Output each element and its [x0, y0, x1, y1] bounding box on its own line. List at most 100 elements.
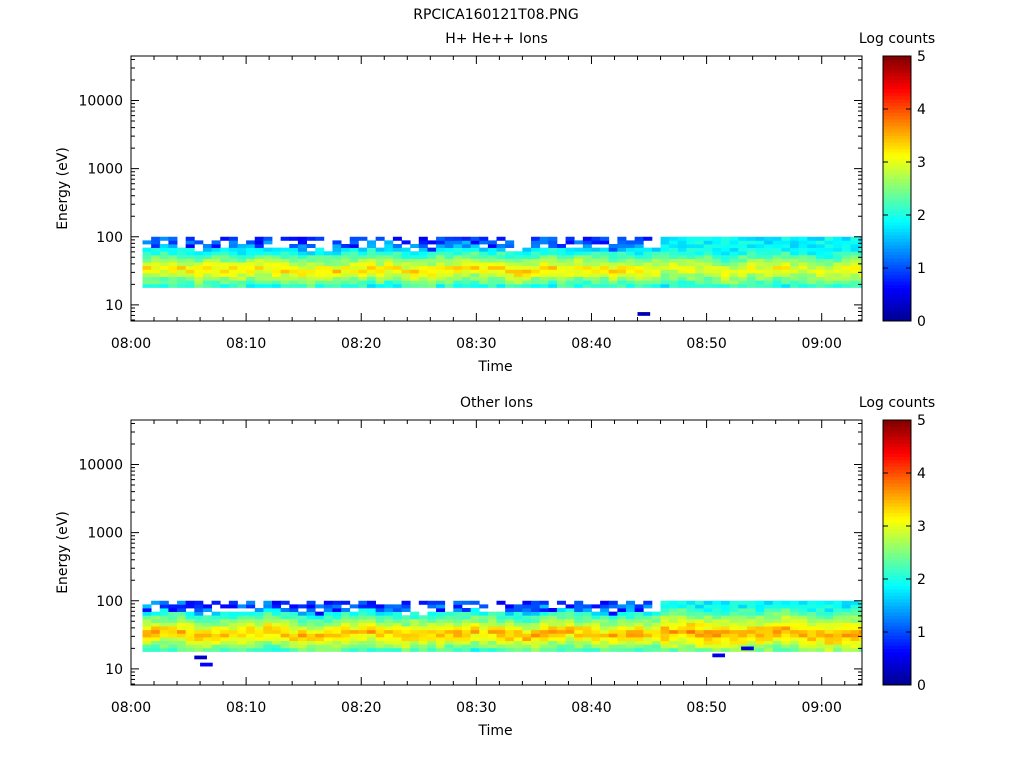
spectrogram-cell — [539, 604, 549, 609]
spectrogram-cell — [496, 273, 506, 278]
spectrogram-cell — [185, 637, 195, 642]
spectrogram-cell — [850, 244, 860, 249]
spectrogram-cell — [505, 251, 515, 256]
spectrogram-cell — [695, 647, 705, 652]
spectrogram-cell — [453, 615, 463, 620]
spectrogram-cell — [755, 622, 765, 627]
spectrogram-cell — [487, 644, 497, 649]
spectrogram-cell — [746, 244, 756, 249]
spectrogram-cell — [211, 626, 221, 631]
spectrogram-cell — [211, 254, 221, 259]
spectrogram-cell — [720, 618, 731, 623]
spectrogram-cell — [729, 618, 739, 623]
spectrogram-cell — [194, 276, 204, 281]
spectrogram-cell — [841, 258, 851, 263]
spectrogram-cell — [306, 640, 316, 645]
spectrogram-cell — [522, 647, 532, 652]
spectrogram-cell — [712, 637, 722, 642]
spectrogram-cell — [712, 647, 722, 652]
spectrogram-cell — [461, 637, 471, 642]
spectrogram-cell — [815, 280, 825, 285]
spectrogram-cell — [453, 280, 463, 285]
spectrogram-cell — [453, 600, 463, 605]
spectrogram-cell — [289, 265, 299, 270]
spectrogram-cell — [315, 615, 325, 620]
spectrogram-cell — [582, 604, 592, 609]
spectrogram-cell — [142, 611, 152, 616]
spectrogram-cell — [746, 283, 756, 288]
spectrogram-cell — [461, 626, 471, 631]
spectrogram-cell — [487, 629, 497, 634]
spectrogram-cell — [410, 629, 420, 634]
spectrogram-cell — [556, 276, 566, 281]
spectrogram-cell — [289, 637, 299, 642]
spectrogram-cell — [289, 608, 299, 613]
spectrogram-cell — [790, 269, 800, 274]
spectrogram-cell — [202, 608, 212, 613]
spectrogram-cell — [461, 276, 471, 281]
spectrogram-cell — [513, 637, 523, 642]
spectrogram-cell — [237, 276, 247, 281]
spectrogram-cell — [582, 269, 592, 274]
spectrogram-cell — [272, 269, 282, 274]
spectrogram-cell — [850, 626, 860, 631]
x-axis-label: Time — [477, 359, 512, 375]
spectrogram-cell — [746, 600, 756, 605]
spectrogram-cell — [332, 640, 342, 645]
spectrogram-cell — [151, 615, 161, 620]
spectrogram-cell — [392, 604, 402, 609]
spectrogram-cell — [289, 604, 299, 609]
spectrogram-cell — [720, 640, 731, 645]
spectrogram-cell — [453, 633, 463, 638]
spectrogram-cell — [712, 615, 722, 620]
colorbar-segment — [883, 218, 911, 223]
spectrogram-cell — [427, 644, 437, 649]
spectrogram-cell — [565, 626, 575, 631]
spectrogram-cell — [366, 608, 377, 613]
spectrogram-cell — [798, 251, 808, 256]
colorbar-segment — [883, 512, 911, 517]
spectrogram-cell — [807, 269, 817, 274]
spectrogram-cell — [781, 269, 791, 274]
spectrogram-cell — [643, 611, 653, 616]
spectrogram-cell — [211, 251, 221, 256]
colorbar-segment — [883, 109, 911, 113]
spectrogram-cell — [824, 244, 834, 249]
spectrogram-cell — [790, 244, 800, 249]
colorbar-segment — [883, 492, 911, 497]
panel-title: Other Ions — [460, 395, 533, 411]
spectrogram-cell — [505, 262, 515, 267]
spectrogram-cell — [574, 644, 584, 649]
spectrogram-cell — [634, 265, 644, 270]
spectrogram-cell — [617, 247, 627, 252]
spectrogram-cell — [461, 608, 471, 613]
spectrogram-cell — [660, 240, 670, 245]
colorbar-segment — [883, 59, 911, 64]
spectrogram-cell — [720, 247, 731, 252]
spectrogram-cell — [349, 276, 359, 281]
spectrogram-cell — [703, 600, 713, 605]
spectrogram-cell — [159, 251, 169, 256]
spectrogram-cell — [142, 280, 152, 285]
spectrogram-cell — [548, 240, 558, 245]
spectrogram-cell — [349, 629, 359, 634]
spectrogram-cell — [228, 600, 238, 605]
spectrogram-cell — [746, 622, 756, 627]
y-tick-label: 10000 — [78, 458, 123, 474]
spectrogram-cell — [332, 247, 342, 252]
spectrogram-cell — [220, 276, 230, 281]
spectrogram-cell — [436, 600, 446, 605]
colorbar-segment — [883, 297, 911, 302]
spectrogram-cell — [461, 240, 471, 245]
spectrogram-cell — [315, 640, 325, 645]
spectrogram-cell — [470, 626, 480, 631]
spectrogram-cell — [366, 244, 377, 249]
spectrogram-cell — [815, 273, 825, 278]
x-tick-label: 08:40 — [571, 700, 611, 716]
spectrogram-cell — [168, 640, 178, 645]
spectrogram-cell — [470, 637, 480, 642]
spectrogram-cell — [263, 629, 273, 634]
spectrogram-cell — [202, 644, 212, 649]
spectrogram-cell — [695, 251, 705, 256]
spectrogram-cell-isolated — [741, 646, 754, 651]
